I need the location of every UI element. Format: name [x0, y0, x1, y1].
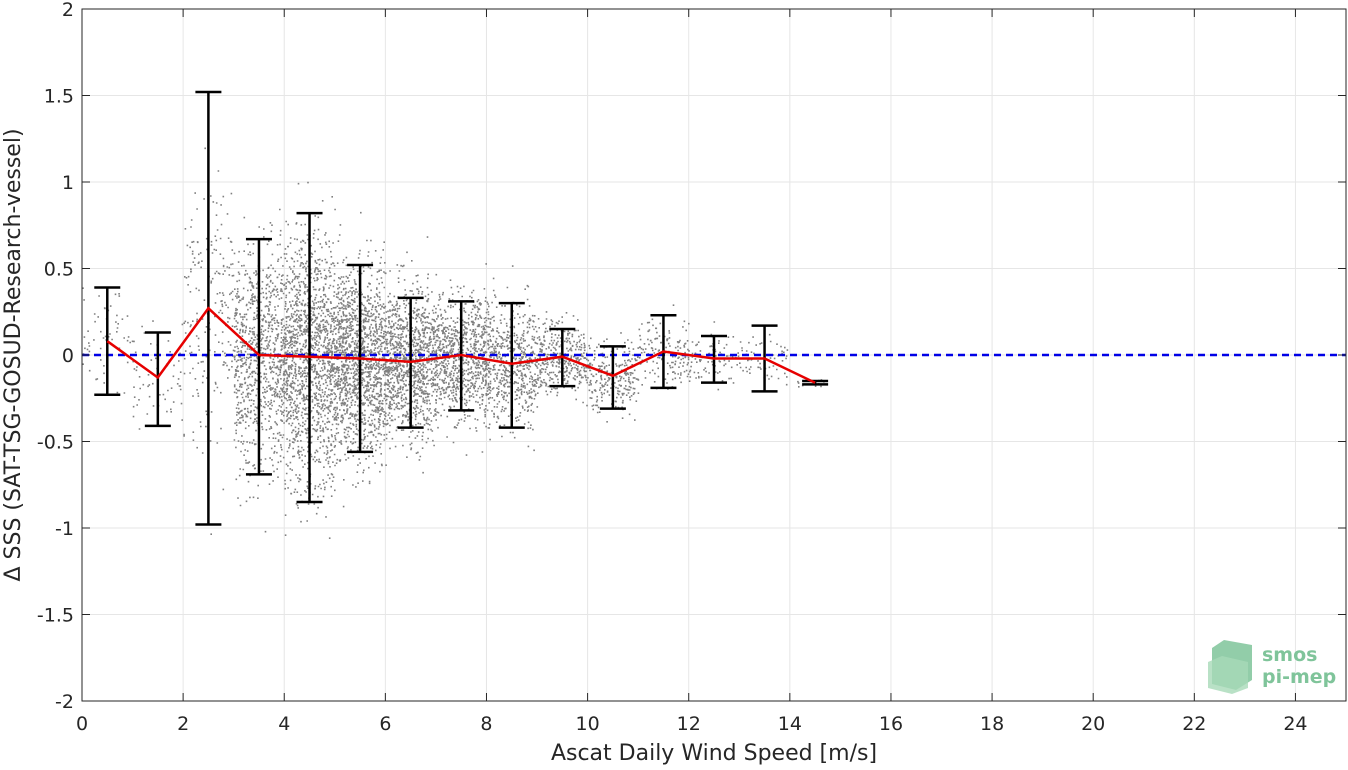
- logo-line2: pi-mep: [1262, 666, 1336, 688]
- x-tick-label: 6: [379, 713, 391, 735]
- smos-pi-mep-logo: smos pi-mep: [1208, 640, 1336, 694]
- y-tick-label: -0.5: [37, 432, 74, 454]
- x-tick-label: 10: [576, 713, 600, 735]
- y-tick-label: -1: [55, 518, 74, 540]
- logo-line1: smos: [1262, 644, 1317, 666]
- y-tick-label: 2: [62, 0, 74, 21]
- error-bars: [94, 90, 829, 526]
- y-axis-ticks: -2 -1.5 -1 -0.5 0 0.5 1 1.5 2: [37, 0, 1346, 713]
- y-tick-label: -1.5: [37, 605, 74, 627]
- x-tick-label: 0: [76, 713, 88, 735]
- y-tick-label: 0.5: [44, 259, 74, 281]
- x-tick-label: 4: [278, 713, 290, 735]
- x-tick-label: 20: [1081, 713, 1105, 735]
- scatter-cloud: [82, 147, 825, 539]
- x-axis-ticks: 0 2 4 6 8 10 12 14 16 18 20 22 24: [76, 9, 1308, 735]
- scatter-points: [82, 147, 825, 539]
- y-axis-label: Δ SSS (SAT-TSG-GOSUD-Research-vessel): [1, 128, 26, 581]
- x-tick-label: 18: [980, 713, 1004, 735]
- x-tick-label: 12: [677, 713, 701, 735]
- x-tick-label: 14: [778, 713, 802, 735]
- y-tick-label: 1.5: [44, 86, 74, 108]
- x-axis-label: Ascat Daily Wind Speed [m/s]: [551, 741, 877, 766]
- x-tick-label: 8: [480, 713, 492, 735]
- x-tick-label: 2: [177, 713, 189, 735]
- x-tick-label: 22: [1182, 713, 1206, 735]
- mean-line: [106, 306, 816, 384]
- x-tick-label: 24: [1283, 713, 1307, 735]
- y-tick-label: -2: [55, 691, 74, 713]
- y-tick-label: 1: [62, 172, 74, 194]
- x-tick-label: 16: [879, 713, 903, 735]
- y-tick-label: 0: [62, 345, 74, 367]
